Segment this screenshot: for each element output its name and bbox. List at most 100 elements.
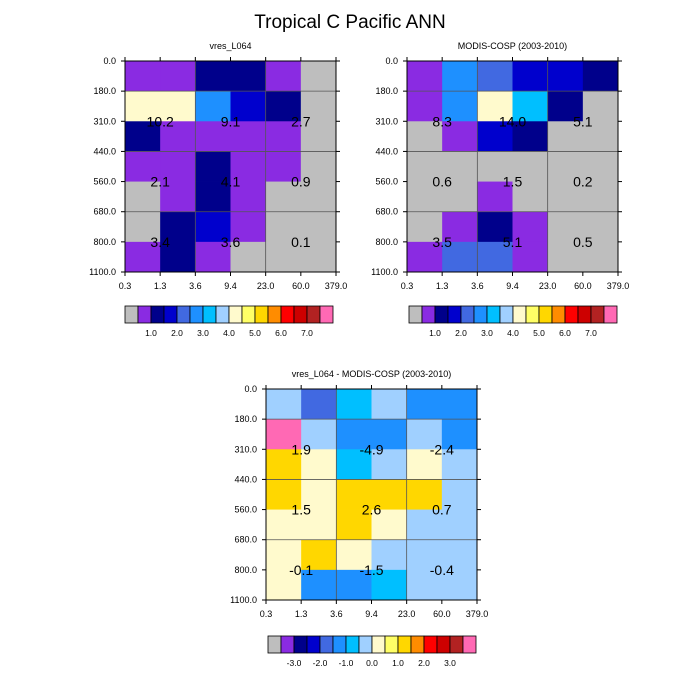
x-tick-label: 3.6 [330,609,343,619]
heatmap-cell [512,91,549,122]
cell-annotation: 1.5 [503,174,523,190]
y-tick-label: 310.0 [375,116,398,126]
y-tick-label: 0.0 [244,384,257,394]
heatmap-cell [195,121,231,152]
colorbar-swatch [280,635,295,654]
heatmap-cell [477,181,513,213]
heatmap-cell [407,91,443,122]
heatmap-cell [336,539,372,571]
y-tick-label: 1100.0 [230,595,257,605]
heatmap-cell [407,181,443,213]
heatmap-cell [266,479,302,510]
heatmap-cell [512,241,549,273]
heatmap-cell [442,211,478,243]
figure-title: Tropical C Pacific ANN [254,12,445,33]
panel-title: vres_L064 - MODIS-COSP (2003-2010) [292,369,451,379]
colorbar-swatch [254,305,269,324]
cell-annotation: 2.6 [362,502,382,518]
heatmap-cell [336,389,372,420]
x-tick-label: 23.0 [398,609,416,619]
heatmap-cell [195,91,231,122]
colorbar-label: 4.0 [507,328,519,338]
heatmap-cell [512,181,549,213]
colorbar-swatch [358,635,373,654]
heatmap-cell [266,509,302,541]
cell-annotation: -0.4 [430,562,454,578]
chart-panel-1: vres_L064 0.3 1.3 3.6 9.4 23.0 60.0 379.0 0.0 180… [89,41,347,338]
colorbar-swatch [137,305,152,324]
y-tick-label: 1100.0 [89,267,116,277]
heatmap-cell [336,419,372,450]
heatmap-cell [441,389,478,420]
x-tick-label: 379.0 [325,281,348,291]
y-tick-label: 560.0 [93,177,116,187]
colorbar-label: 3.0 [444,658,456,668]
heatmap-cell [547,91,584,122]
heatmap-cell [125,61,161,92]
colorbar-label: 3.0 [481,328,493,338]
heatmap-cell [406,449,443,480]
colorbar-swatch [447,305,462,324]
x-tick-label: 3.6 [471,281,484,291]
heatmap-cell [301,569,337,601]
cell-annotation: 0.5 [573,234,593,250]
cell-annotation: 0.7 [432,502,452,518]
heatmap-cell [371,509,408,541]
heatmap-cell [441,539,478,571]
heatmap-cell [512,61,549,92]
cell-annotation: 2.1 [150,174,170,190]
colorbar-label: -3.0 [287,658,302,668]
heatmap-cell [160,241,196,273]
colorbar-swatch [449,635,464,654]
x-tick-label: 3.6 [189,281,202,291]
heatmap-cell [300,211,337,243]
colorbar-label: 2.0 [455,328,467,338]
heatmap-cell [266,389,302,420]
heatmap-cell [477,151,513,182]
heatmap-cell [301,479,337,510]
heatmap-cell [371,419,408,450]
heatmap-cell [301,539,337,571]
cell-annotation: 3.4 [150,234,170,250]
cell-annotation: 5.1 [573,113,593,129]
colorbar-swatch [293,305,308,324]
colorbar-label: 1.0 [429,328,441,338]
x-tick-label: 0.3 [401,281,414,291]
heatmap-cell [336,479,372,510]
heatmap-cell [371,449,408,480]
colorbar-swatch [434,305,449,324]
heatmap-cell [582,211,619,243]
y-tick-label: 680.0 [93,207,116,217]
heatmap-cell [300,91,337,122]
x-tick-label: 1.3 [436,281,449,291]
colorbar-swatch [215,305,230,324]
colorbar-swatch [590,305,605,324]
colorbar-swatch [319,635,334,654]
heatmap-cell [477,211,513,243]
y-tick-label: 680.0 [375,207,398,217]
y-tick-label: 440.0 [375,146,398,156]
heatmap-cell [195,211,231,243]
heatmap-cell [230,211,267,243]
heatmap-cell [336,449,372,480]
cell-annotation: -1.5 [359,562,383,578]
colorbar-swatch [410,635,425,654]
heatmap-cell [442,61,478,92]
heatmap-cell [441,509,478,541]
colorbar-swatch [551,305,566,324]
heatmap-cell [477,61,513,92]
colorbar-label: 0.0 [366,658,378,668]
panel-title: MODIS-COSP (2003-2010) [458,41,567,51]
colorbar-label: 1.0 [145,328,157,338]
chart-panel-3: vres_L064 - MODIS-COSP (2003-2010) 0.3 1.3… [230,369,488,668]
heatmap-cell [301,419,337,450]
colorbar-swatch [176,305,191,324]
heatmap-cell [582,241,619,273]
heatmap-cell [406,419,443,450]
heatmap-cell [230,151,267,182]
colorbar-swatch [564,305,579,324]
colorbar-swatch [202,305,217,324]
colorbar-swatch [512,305,527,324]
heatmap-cell [265,91,302,122]
x-tick-label: 0.3 [119,281,132,291]
